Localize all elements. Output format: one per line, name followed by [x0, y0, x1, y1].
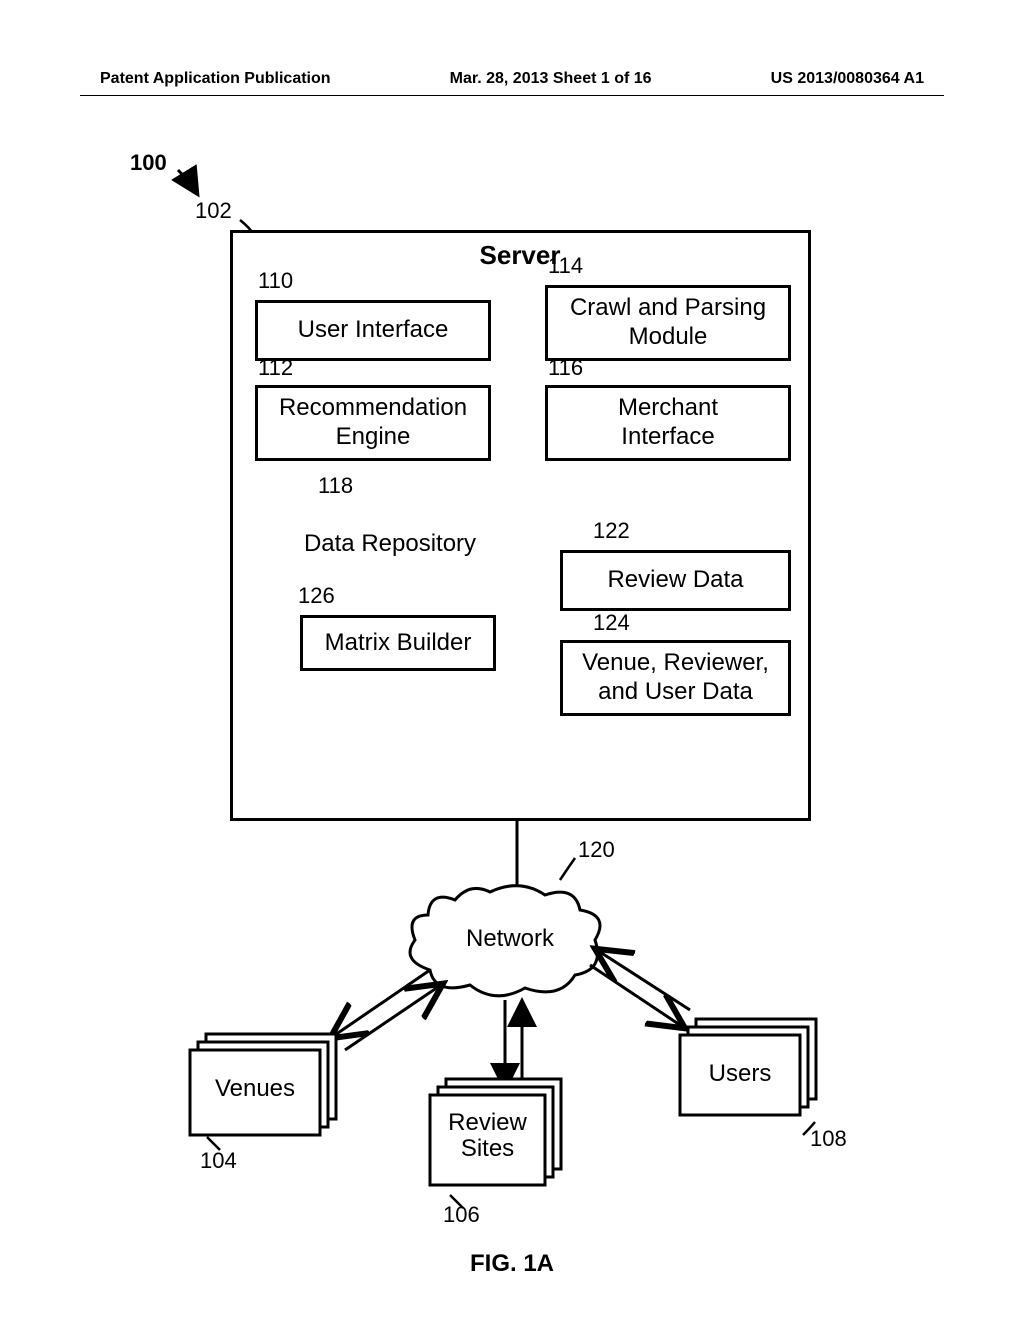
label-data-repository: Data Repository — [290, 530, 490, 558]
ref-114: 114 — [548, 253, 583, 279]
ref-118: 118 — [318, 473, 353, 499]
ref-108: 108 — [810, 1126, 847, 1152]
figure-diagram: 100 — [0, 140, 1024, 1240]
box-merchant-interface: Merchant Interface — [545, 385, 791, 461]
label-review-sites: Review Sites — [430, 1110, 545, 1163]
page-header: Patent Application Publication Mar. 28, … — [0, 70, 1024, 88]
header-center: Mar. 28, 2013 Sheet 1 of 16 — [450, 70, 652, 88]
ref-106: 106 — [443, 1202, 480, 1228]
ref-122: 122 — [593, 518, 630, 544]
box-matrix-builder: Matrix Builder — [300, 615, 496, 671]
box-crawl-module: Crawl and Parsing Module — [545, 285, 791, 361]
ref-124: 124 — [593, 610, 630, 636]
figure-caption: FIG. 1A — [470, 1250, 554, 1278]
ref-104: 104 — [200, 1148, 237, 1174]
ref-120: 120 — [578, 837, 615, 863]
box-review-data: Review Data — [560, 550, 791, 611]
box-rec-engine: Recommendation Engine — [255, 385, 491, 461]
ref-112: 112 — [258, 355, 293, 381]
label-users: Users — [680, 1060, 800, 1088]
box-venue-data: Venue, Reviewer, and User Data — [560, 640, 791, 716]
header-left: Patent Application Publication — [100, 70, 331, 88]
box-user-interface: User Interface — [255, 300, 491, 361]
ref-126: 126 — [298, 583, 335, 609]
header-rule — [80, 95, 944, 96]
ref-110: 110 — [258, 268, 293, 294]
label-venues: Venues — [190, 1075, 320, 1103]
header-right: US 2013/0080364 A1 — [771, 70, 924, 88]
label-network: Network — [455, 925, 565, 953]
ref-102: 102 — [195, 198, 232, 224]
ref-116: 116 — [548, 355, 583, 381]
